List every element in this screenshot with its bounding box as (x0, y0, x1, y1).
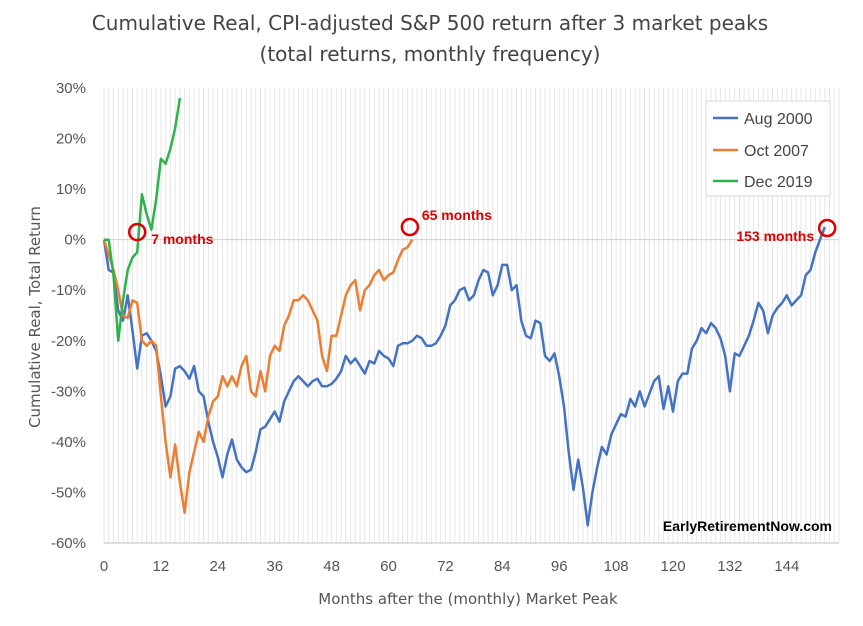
annotation-layer: 7 months 65 months 153 months (127, 207, 837, 247)
y-tick-label: 10% (56, 181, 86, 198)
series-line-aug-2000 (102, 226, 826, 527)
legend: Aug 2000 Oct 2007 Dec 2019 (705, 100, 831, 197)
chart-subtitle: (total returns, monthly frequency) (260, 42, 601, 66)
x-tick-label: 120 (661, 558, 686, 575)
y-tick-label: -40% (51, 434, 86, 451)
source-credit: EarlyRetirementNow.com (663, 518, 832, 534)
y-tick-label: 0% (64, 232, 86, 249)
legend-label-oct-2007: Oct 2007 (744, 143, 809, 160)
y-tick-label: -20% (51, 333, 86, 350)
y-axis-title: Cumulative Real, Total Return (26, 206, 44, 428)
y-tick-label: 30% (56, 80, 86, 97)
legend-label-dec-2019: Dec 2019 (744, 174, 813, 191)
chart-title: Cumulative Real, CPI-adjusted S&P 500 re… (92, 11, 768, 35)
series-line-oct-2007 (102, 239, 414, 514)
x-tick-label: 132 (717, 558, 742, 575)
annotation-label: 153 months (736, 228, 814, 244)
x-tick-label: 144 (774, 558, 799, 575)
x-tick-label: 0 (100, 558, 108, 575)
x-tick-label: 84 (494, 558, 511, 575)
x-tick-label: 48 (323, 558, 340, 575)
annotation-marker (127, 222, 147, 242)
x-axis-title: Months after the (monthly) Market Peak (318, 590, 618, 608)
axis-layer: 0 12 24 36 48 60 72 84 96 108 120 132 144 30% 20% 10% 0%… (51, 80, 839, 575)
y-tick-label: -10% (51, 282, 86, 299)
annotation-label: 7 months (151, 231, 213, 247)
series-line-dec-2019 (104, 97, 182, 343)
y-tick-label: -60% (51, 535, 86, 552)
x-tick-label: 24 (209, 558, 226, 575)
x-tick-label: 96 (551, 558, 568, 575)
x-tick-label: 12 (153, 558, 170, 575)
y-tick-label: -50% (51, 484, 86, 501)
annotation-label: 65 months (422, 207, 492, 223)
annotation-marker (400, 217, 420, 237)
grid-layer (103, 88, 840, 543)
annotation-marker (817, 218, 837, 238)
x-tick-label: 72 (437, 558, 454, 575)
x-tick-label: 36 (266, 558, 283, 575)
legend-label-aug-2000: Aug 2000 (744, 111, 813, 128)
series-layer (102, 97, 826, 527)
y-tick-label: -30% (51, 383, 86, 400)
x-tick-label: 60 (380, 558, 397, 575)
y-tick-label: 20% (56, 131, 86, 148)
x-tick-label: 108 (604, 558, 629, 575)
